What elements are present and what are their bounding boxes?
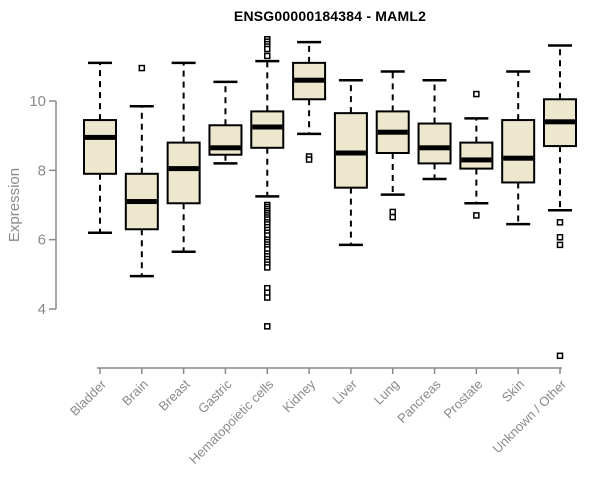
outlier-point xyxy=(264,323,271,330)
x-tick-label-bladder: Bladder xyxy=(67,376,110,419)
x-tick-label-pancreas: Pancreas xyxy=(394,376,444,426)
y-tick-label: 6 xyxy=(38,232,46,249)
outlier-point xyxy=(138,64,146,72)
x-tick-label-brain: Brain xyxy=(119,377,151,409)
outlier-point xyxy=(473,212,480,219)
x-tick-label-kidney: Kidney xyxy=(279,376,318,415)
y-tick-label: 10 xyxy=(29,93,46,110)
outlier-point xyxy=(389,208,396,216)
iqr-box xyxy=(166,141,201,205)
median-bar xyxy=(335,150,366,156)
iqr-box xyxy=(333,112,368,189)
iqr-box xyxy=(459,141,494,170)
outlier-point xyxy=(556,241,564,249)
outlier-point xyxy=(389,213,396,221)
box-group-breast xyxy=(166,61,201,254)
median-bar xyxy=(377,129,408,135)
median-bar xyxy=(419,145,450,151)
median-bar xyxy=(294,77,325,83)
outlier-point xyxy=(264,45,271,53)
x-tick-label-prostate: Prostate xyxy=(441,377,486,422)
box-group-lung xyxy=(375,70,410,221)
x-tick-label-lung: Lung xyxy=(371,377,402,408)
outlier-point xyxy=(305,156,313,163)
median-bar xyxy=(252,124,283,130)
box-group-prostate xyxy=(459,90,494,219)
median-bar xyxy=(461,157,492,163)
iqr-box xyxy=(208,124,243,156)
box-group-kidney xyxy=(292,40,327,163)
box-group-pancreas xyxy=(417,78,452,181)
box-group-hematopoietic-cells xyxy=(250,36,285,330)
outlier-point xyxy=(264,52,271,60)
box-group-liver xyxy=(333,78,368,247)
box-group-skin xyxy=(501,70,536,226)
median-bar xyxy=(126,199,157,205)
median-bar xyxy=(503,155,534,161)
outlier-point xyxy=(556,219,564,226)
box-group-brain xyxy=(124,64,159,278)
y-axis: 10 8 6 4 xyxy=(29,93,57,318)
y-tick-label: 4 xyxy=(38,301,46,318)
iqr-box xyxy=(501,119,536,184)
x-tick-label-liver: Liver xyxy=(329,376,360,407)
median-bar xyxy=(85,134,115,140)
chart-title: ENSG00000184384 - MAML2 xyxy=(233,8,427,24)
x-tick-label-breast: Breast xyxy=(156,376,193,413)
outlier-point xyxy=(473,90,480,98)
box-group-gastric xyxy=(208,80,243,165)
x-tick-label-gastric: Gastric xyxy=(195,376,235,416)
median-bar xyxy=(544,119,575,125)
box-group-bladder xyxy=(83,61,117,234)
outlier-point xyxy=(556,352,564,360)
outlier-point xyxy=(556,233,564,241)
median-bar xyxy=(168,166,199,172)
x-tick-label-skin: Skin xyxy=(499,377,527,405)
iqr-box xyxy=(83,119,117,175)
iqr-box xyxy=(250,110,285,149)
y-tick-label: 8 xyxy=(38,162,46,179)
median-bar xyxy=(210,145,241,151)
iqr-box xyxy=(417,122,452,165)
x-tick-label-unknown-other: Unknown / Other xyxy=(490,376,570,456)
box-group-unknown-other xyxy=(542,44,577,360)
outlier-point xyxy=(264,264,271,271)
outlier-point xyxy=(264,294,271,301)
